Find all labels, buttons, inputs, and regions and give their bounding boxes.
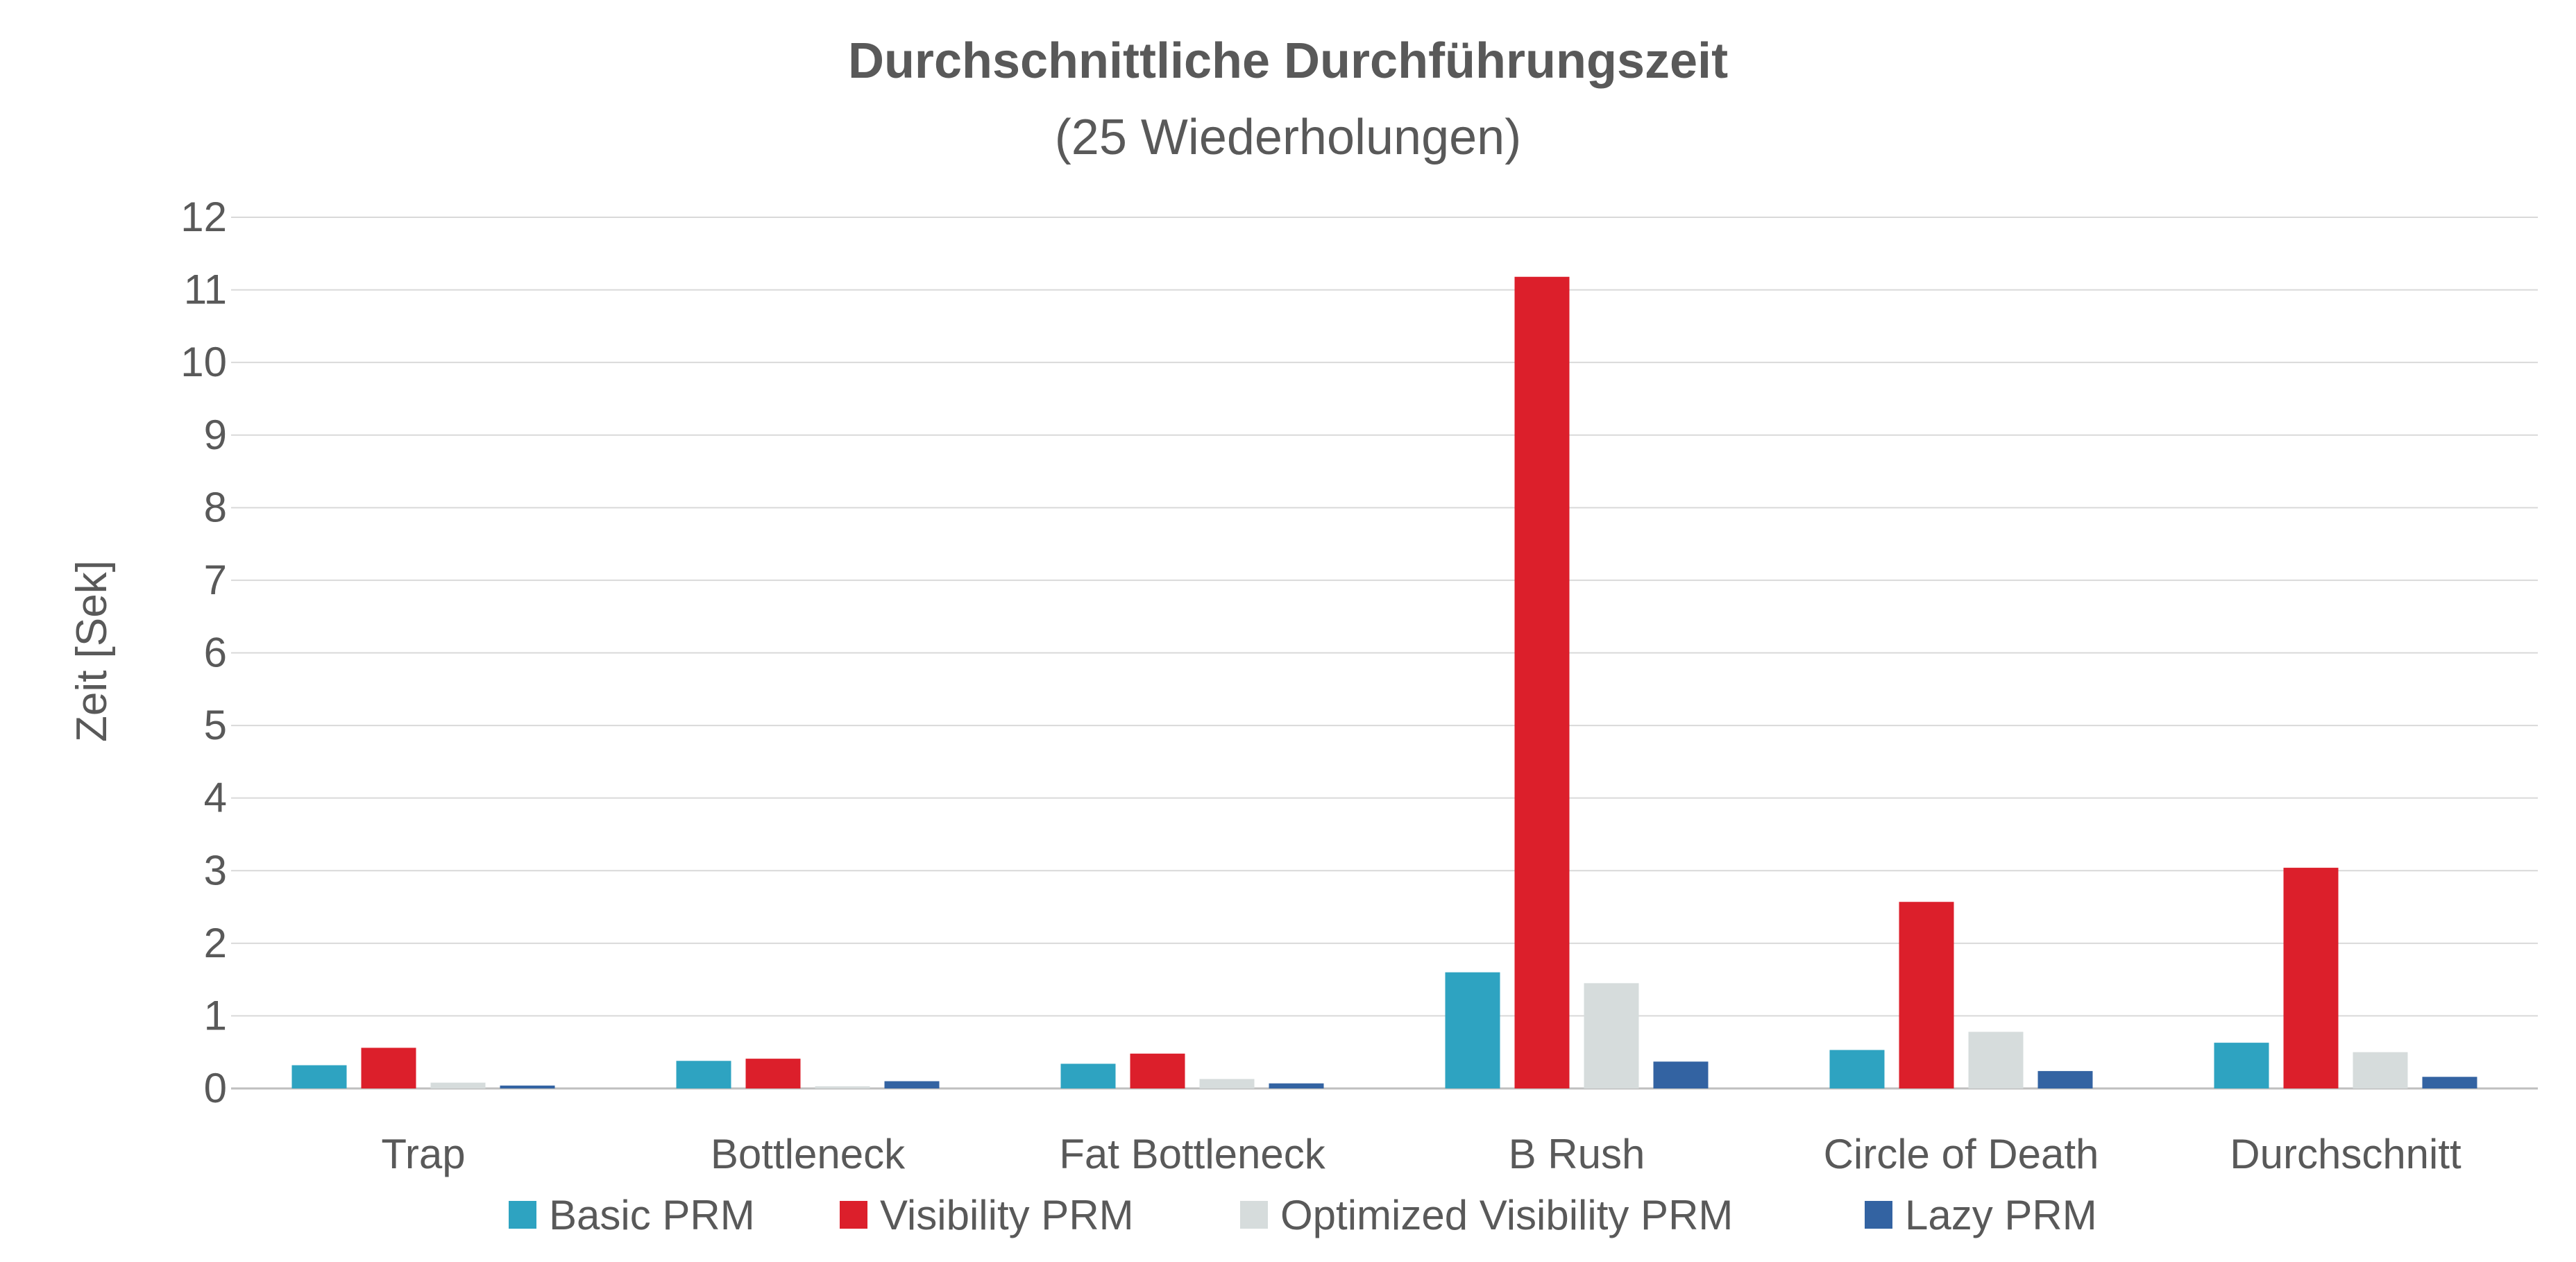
legend-label: Visibility PRM (880, 1192, 1134, 1238)
y-tick-label: 6 (204, 630, 227, 676)
legend-swatch (840, 1201, 867, 1229)
bar (676, 1061, 731, 1088)
bar (2214, 1043, 2269, 1088)
legend-swatch (1865, 1201, 1892, 1229)
bar (361, 1048, 416, 1088)
bar (1269, 1083, 1324, 1088)
bar (500, 1085, 555, 1088)
y-tick-label: 10 (180, 339, 227, 385)
bar (2037, 1070, 2093, 1088)
bar (1130, 1053, 1185, 1088)
bar (1584, 983, 1639, 1088)
y-tick-label: 3 (204, 847, 227, 893)
bar (884, 1081, 940, 1088)
bar (1445, 972, 1500, 1088)
legend-label: Lazy PRM (1905, 1192, 2097, 1238)
y-tick-label: 2 (204, 920, 227, 966)
x-tick-label: Bottleneck (711, 1131, 906, 1177)
bar (2353, 1052, 2408, 1088)
legend-item: Lazy PRM (1865, 1192, 2097, 1238)
chart-title: Durchschnittliche Durchführungszeit (848, 33, 1728, 89)
x-tick-label: B Rush (1509, 1131, 1645, 1177)
y-tick-label: 8 (204, 484, 227, 530)
x-tick-labels: Trap Bottleneck Fat Bottleneck B Rush Circle… (381, 1131, 2461, 1177)
y-tick-label: 5 (204, 702, 227, 748)
y-tick-label: 9 (204, 412, 227, 458)
bar (2422, 1077, 2477, 1088)
bar (1199, 1079, 1255, 1088)
y-tick-label: 11 (184, 267, 227, 313)
y-tick-label: 0 (204, 1065, 227, 1111)
bar (745, 1059, 801, 1088)
bar (1899, 902, 1954, 1088)
gridlines (231, 217, 2538, 1090)
legend-swatch (509, 1201, 536, 1229)
bar (1514, 276, 1570, 1089)
bar (1829, 1050, 1885, 1088)
legend-item: Optimized Visibility PRM (1240, 1192, 1733, 1238)
legend: Basic PRM Visibility PRM Optimized Visibil… (509, 1192, 2097, 1238)
legend-item: Visibility PRM (840, 1192, 1134, 1238)
legend-label: Optimized Visibility PRM (1280, 1192, 1733, 1238)
y-axis-label: Zeit [Sek] (68, 560, 116, 742)
legend-item: Basic PRM (509, 1192, 755, 1238)
y-tick-label: 12 (180, 194, 227, 240)
x-tick-label: Fat Bottleneck (1059, 1131, 1326, 1177)
bar (430, 1082, 486, 1088)
y-tick-label: 7 (204, 557, 227, 603)
bar (1968, 1032, 2024, 1088)
legend-swatch (1240, 1201, 1268, 1229)
x-tick-label: Circle of Death (1824, 1131, 2099, 1177)
legend-label: Basic PRM (549, 1192, 755, 1238)
y-tick-label: 4 (204, 775, 227, 821)
chart-subtitle: (25 Wiederholungen) (1055, 110, 1521, 165)
y-tick-label: 1 (204, 992, 227, 1038)
bar (1060, 1063, 1116, 1088)
x-tick-label: Durchschnitt (2230, 1131, 2461, 1177)
bar (2283, 868, 2339, 1088)
bar (291, 1065, 347, 1088)
bar (815, 1086, 870, 1088)
bars (291, 276, 2477, 1089)
x-tick-label: Trap (381, 1131, 465, 1177)
bar (1653, 1061, 1709, 1088)
